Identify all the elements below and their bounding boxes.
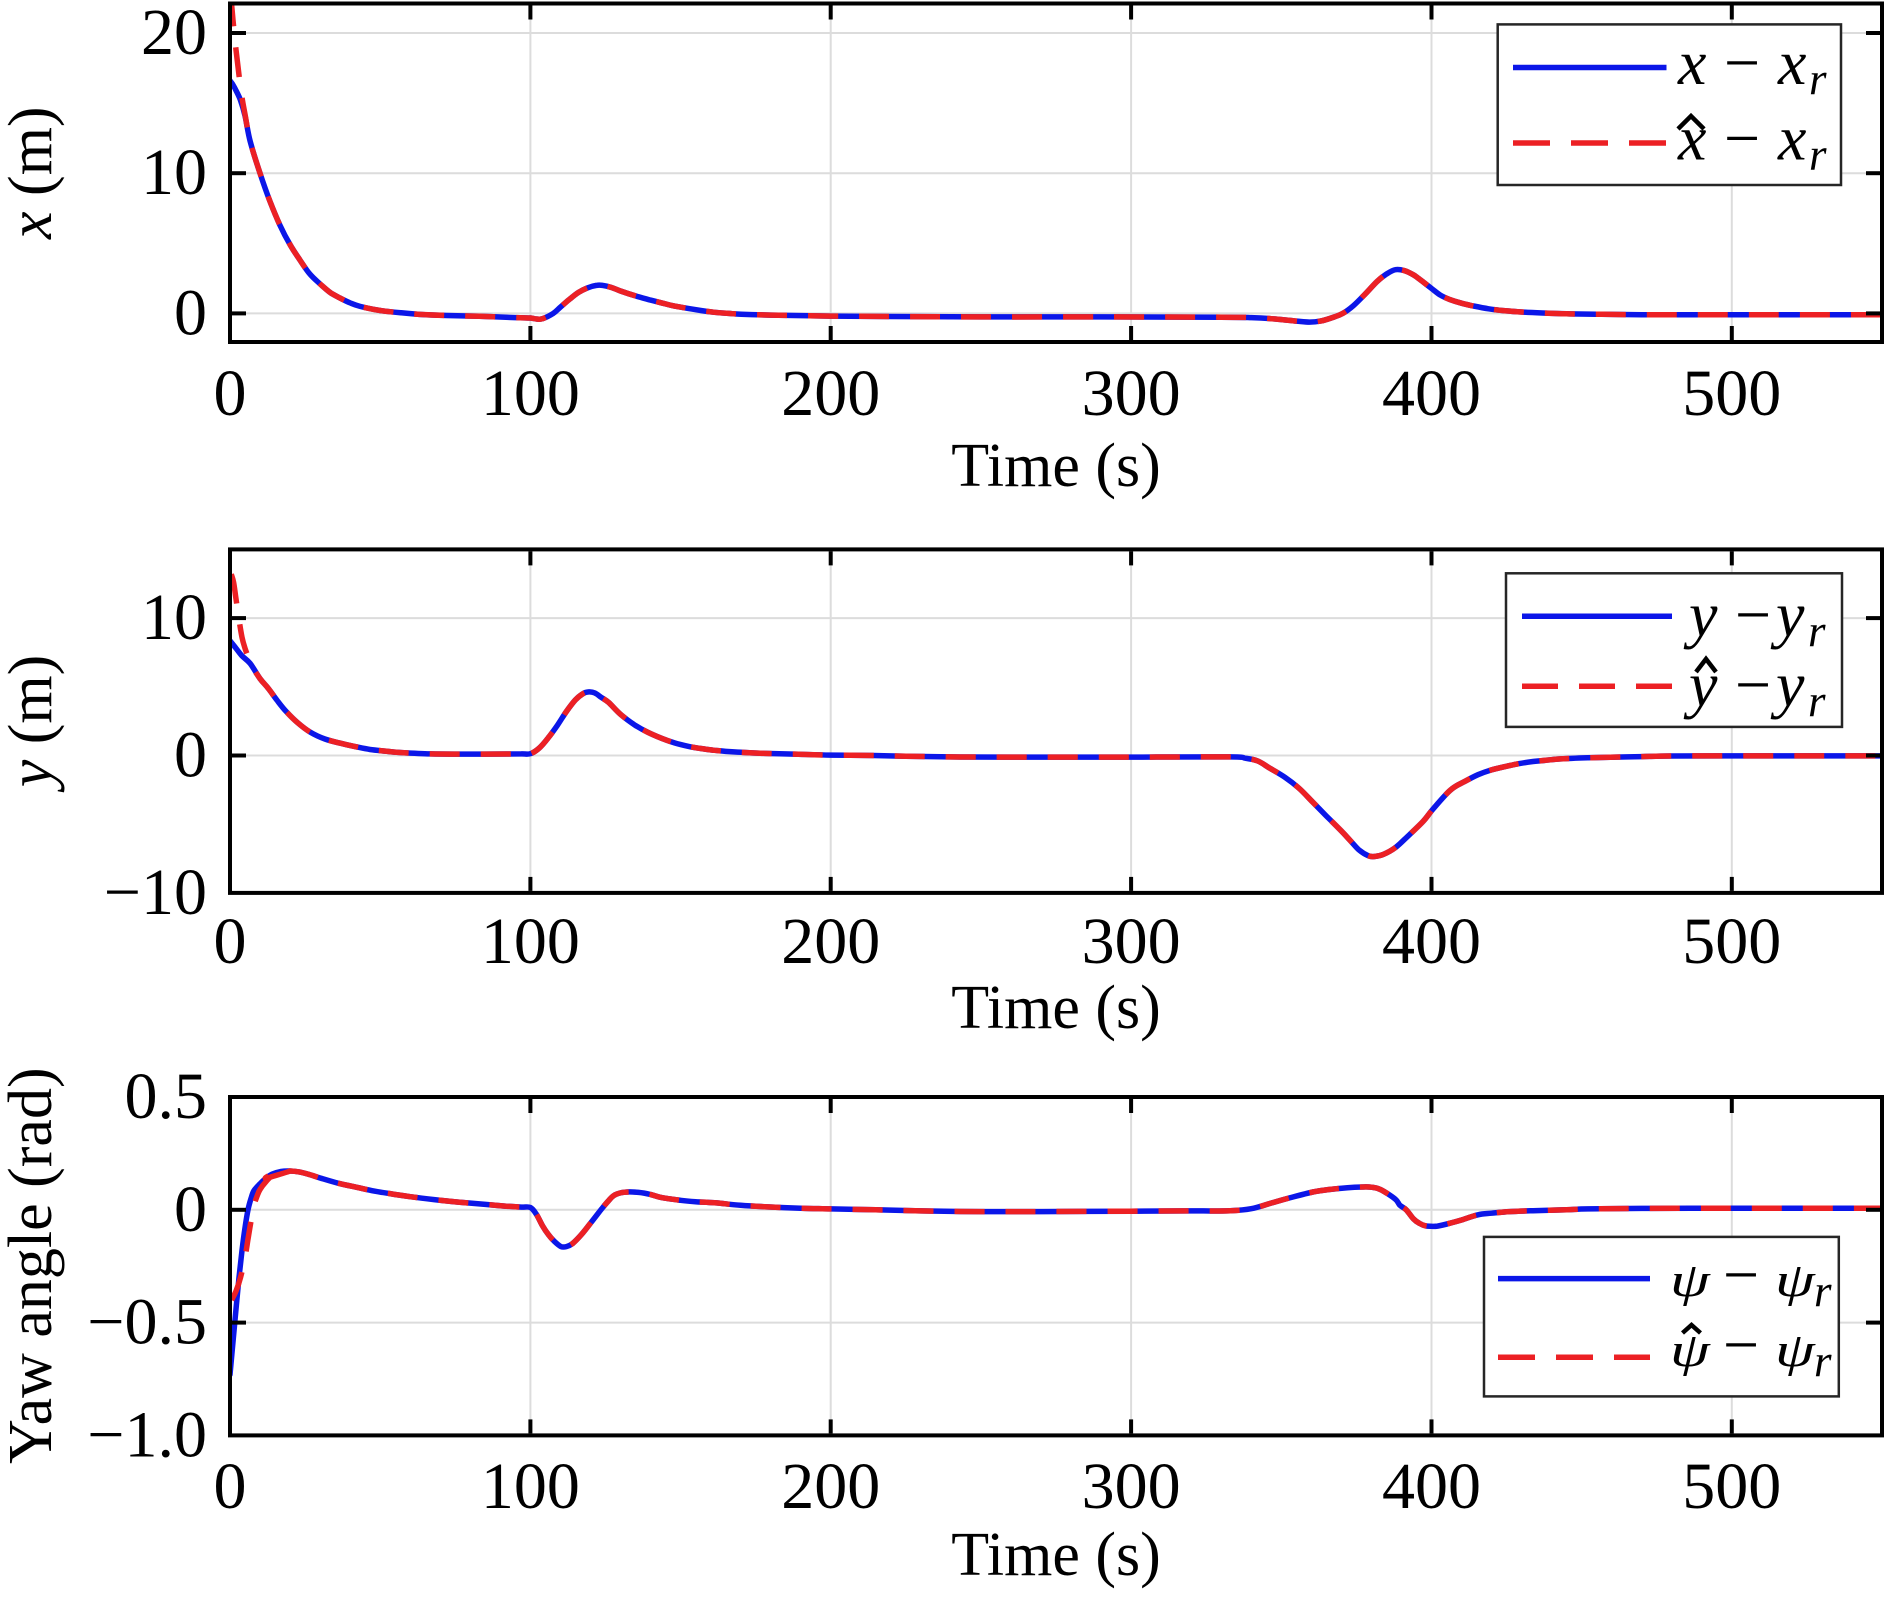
svg-text:−1.0: −1.0 [87, 1399, 207, 1472]
svg-text:ψ: ψ [1670, 1254, 1711, 1307]
svg-text:400: 400 [1382, 905, 1481, 978]
svg-text:x: x [1677, 103, 1706, 174]
svg-text:Time (s): Time (s) [951, 1521, 1161, 1589]
svg-text:0: 0 [174, 719, 207, 792]
svg-text:10: 10 [141, 136, 207, 209]
svg-text:0: 0 [214, 905, 247, 978]
svg-text:Yaw angle (rad): Yaw angle (rad) [0, 1067, 65, 1464]
svg-text:−: − [1724, 27, 1760, 98]
svg-text:y (m): y (m) [0, 655, 65, 794]
svg-text:−: − [1735, 579, 1771, 650]
svg-text:ψ: ψ [1775, 1254, 1816, 1307]
svg-text:−: − [1735, 649, 1771, 720]
svg-text:300: 300 [1082, 905, 1181, 978]
svg-text:x: x [1777, 27, 1806, 98]
svg-text:r: r [1814, 1336, 1832, 1386]
svg-text:200: 200 [781, 1450, 880, 1523]
svg-text:10: 10 [141, 581, 207, 654]
svg-text:100: 100 [481, 905, 580, 978]
svg-text:100: 100 [481, 357, 580, 430]
svg-text:Time (s): Time (s) [951, 432, 1161, 500]
svg-text:x: x [1777, 103, 1806, 174]
svg-text:500: 500 [1682, 1450, 1781, 1523]
svg-text:−0.5: −0.5 [87, 1286, 207, 1359]
svg-text:0: 0 [214, 357, 247, 430]
svg-text:Time (s): Time (s) [951, 974, 1161, 1042]
svg-text:r: r [1814, 1266, 1832, 1316]
svg-text:r: r [1809, 54, 1827, 104]
svg-text:y: y [1683, 579, 1718, 650]
svg-text:−: − [1723, 1239, 1759, 1310]
svg-text:500: 500 [1682, 357, 1781, 430]
svg-text:0: 0 [174, 1173, 207, 1246]
svg-text:y: y [1683, 649, 1718, 720]
svg-text:x (m): x (m) [0, 106, 65, 240]
svg-text:300: 300 [1082, 357, 1181, 430]
svg-text:500: 500 [1682, 905, 1781, 978]
svg-text:y: y [1770, 579, 1805, 650]
svg-text:y: y [1770, 649, 1805, 720]
svg-text:ψ: ψ [1670, 1324, 1711, 1377]
svg-text:0.5: 0.5 [125, 1060, 208, 1133]
svg-text:200: 200 [781, 905, 880, 978]
svg-text:100: 100 [481, 1450, 580, 1523]
svg-text:ψ: ψ [1775, 1324, 1816, 1377]
svg-text:20: 20 [141, 0, 207, 69]
svg-text:0: 0 [174, 276, 207, 349]
svg-text:−: − [1723, 1309, 1759, 1380]
svg-text:r: r [1808, 676, 1826, 726]
svg-text:400: 400 [1382, 357, 1481, 430]
svg-text:x: x [1677, 27, 1706, 98]
svg-text:400: 400 [1382, 1450, 1481, 1523]
svg-text:300: 300 [1082, 1450, 1181, 1523]
svg-text:−10: −10 [104, 856, 207, 929]
svg-text:r: r [1808, 606, 1826, 656]
svg-text:200: 200 [781, 357, 880, 430]
svg-text:0: 0 [214, 1450, 247, 1523]
svg-text:r: r [1809, 130, 1827, 180]
svg-text:−: − [1724, 103, 1760, 174]
